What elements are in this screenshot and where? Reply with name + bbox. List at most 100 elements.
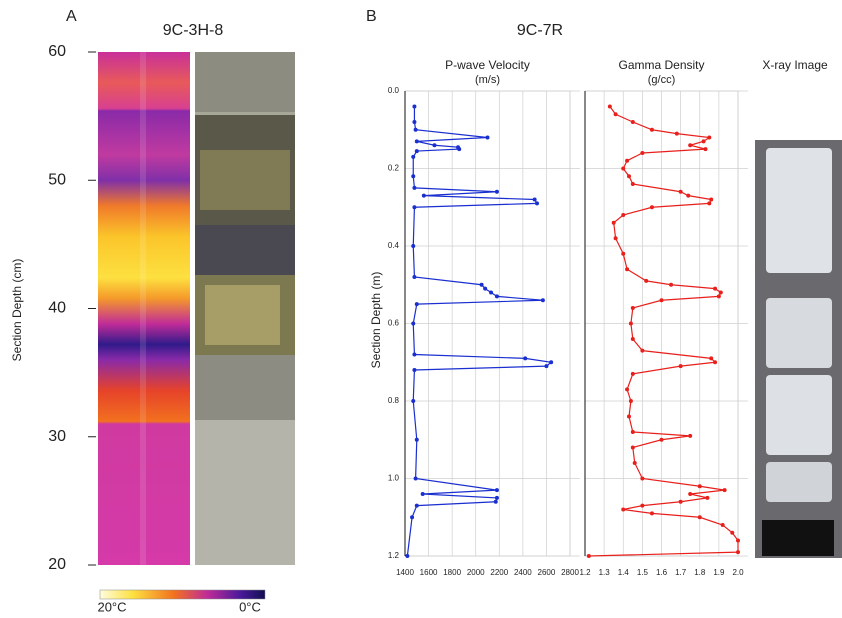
data-point xyxy=(621,251,626,256)
data-point xyxy=(411,154,416,159)
data-point xyxy=(494,488,499,493)
x-tick-label: 1400 xyxy=(396,568,414,577)
x-tick-label: 2.0 xyxy=(732,568,744,577)
core-photo xyxy=(195,52,295,565)
data-point xyxy=(709,197,714,202)
y-tick-label: 0.0 xyxy=(388,86,400,95)
data-point xyxy=(701,139,706,144)
data-point xyxy=(713,360,718,365)
x-tick-label: 2400 xyxy=(514,568,532,577)
data-point xyxy=(640,151,645,155)
data-point xyxy=(697,515,702,520)
data-point xyxy=(678,499,683,504)
data-point xyxy=(703,147,708,152)
data-point xyxy=(485,135,490,140)
data-point xyxy=(625,267,630,272)
data-point xyxy=(412,205,417,210)
data-point xyxy=(625,387,630,392)
data-point xyxy=(644,278,649,283)
y-tick-label: 30 xyxy=(48,428,66,445)
data-point xyxy=(707,135,712,140)
thermal-image xyxy=(98,52,190,565)
data-point xyxy=(411,174,416,179)
data-point xyxy=(716,294,721,299)
x-tick-label: 2800 xyxy=(561,568,579,577)
chart-subtitle: (m/s) xyxy=(475,74,500,86)
x-tick-label: 2600 xyxy=(538,568,556,577)
data-point xyxy=(414,437,419,442)
data-point xyxy=(540,298,545,303)
x-tick-label: 1600 xyxy=(420,568,438,577)
y-tick-label: 20 xyxy=(48,556,66,573)
x-tick-label: 1.6 xyxy=(656,568,668,577)
data-point xyxy=(686,193,691,198)
data-point xyxy=(621,166,626,171)
x-tick-label: 1.5 xyxy=(637,568,649,577)
data-point xyxy=(630,120,635,124)
data-point xyxy=(523,356,528,361)
data-point xyxy=(705,495,710,500)
data-point xyxy=(649,511,654,516)
data-point xyxy=(688,143,693,148)
data-point xyxy=(688,492,693,496)
data-point xyxy=(432,143,437,148)
data-point xyxy=(736,550,740,555)
data-point xyxy=(414,302,419,307)
data-point xyxy=(586,554,591,558)
data-point xyxy=(535,201,539,206)
data-point xyxy=(412,368,417,372)
data-point xyxy=(411,244,416,248)
data-point xyxy=(720,523,725,527)
y-tick-label: 60 xyxy=(48,43,66,60)
data-point xyxy=(674,131,679,136)
data-point xyxy=(628,399,633,403)
data-point xyxy=(479,282,484,287)
panel-label: A xyxy=(66,8,77,25)
data-point xyxy=(613,112,618,117)
data-point xyxy=(640,348,645,353)
data-point xyxy=(420,492,425,496)
data-point xyxy=(678,189,683,194)
xray-image xyxy=(755,140,842,558)
data-point xyxy=(659,437,664,442)
y-tick-label: 1.0 xyxy=(388,474,400,483)
data-point xyxy=(736,538,740,543)
x-tick-label: 1.7 xyxy=(675,568,687,577)
data-point xyxy=(628,321,633,326)
data-point xyxy=(489,290,494,295)
data-point xyxy=(414,503,419,508)
chart-title: Gamma Density xyxy=(618,58,704,72)
x-tick-label: 2000 xyxy=(467,568,485,577)
x-tick-label: 1800 xyxy=(443,568,461,577)
data-point xyxy=(630,371,635,376)
data-point xyxy=(707,201,712,206)
x-tick-label: 2200 xyxy=(490,568,508,577)
data-point xyxy=(412,120,417,124)
group-title: 9C-7R xyxy=(517,22,563,39)
x-tick-label: 1.2 xyxy=(579,568,591,577)
data-point xyxy=(412,104,417,109)
x-tick-label: 1.3 xyxy=(599,568,611,577)
data-point xyxy=(412,185,417,190)
data-point xyxy=(640,476,645,481)
y-tick-label: 50 xyxy=(48,171,66,188)
data-point xyxy=(494,189,499,194)
data-line xyxy=(588,106,739,557)
y-tick-label: 0.4 xyxy=(388,241,400,250)
y-tick-label: 0.6 xyxy=(388,319,400,328)
data-point xyxy=(494,495,499,500)
data-point xyxy=(611,220,616,225)
data-point xyxy=(411,321,416,326)
data-point xyxy=(405,554,410,558)
x-tick-label: 1.8 xyxy=(694,568,706,577)
y-tick-label: 0.8 xyxy=(388,396,400,405)
data-point xyxy=(532,197,537,202)
chart-title: X-ray Image xyxy=(762,58,828,72)
data-point xyxy=(613,236,618,241)
x-tick-label: 1.4 xyxy=(618,568,630,577)
panel-label: B xyxy=(366,8,377,25)
chart-title: 9C-3H-8 xyxy=(163,22,224,39)
data-point xyxy=(413,476,418,481)
data-line xyxy=(406,106,553,557)
